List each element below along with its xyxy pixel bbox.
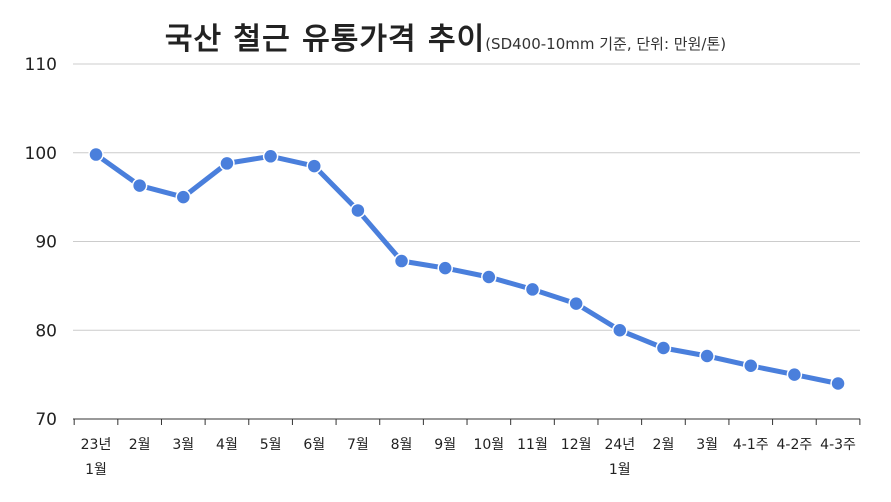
x-tick-label: 23년 1월 <box>81 437 112 478</box>
x-tick-label: 3월 <box>172 437 194 453</box>
data-point <box>437 260 453 276</box>
x-tick-label: 10월 <box>473 437 504 453</box>
x-tick-label: 4-2주 <box>777 437 813 453</box>
data-point <box>524 281 541 298</box>
x-tick-label: 4월 <box>216 437 238 453</box>
data-point <box>175 189 192 205</box>
x-tick-label: 8월 <box>391 437 413 453</box>
x-tick-label: 11월 <box>517 437 548 453</box>
data-point <box>568 295 584 312</box>
y-tick-label: 80 <box>35 321 57 341</box>
chart-title: 국산 철근 유통가격 추이 <box>164 22 486 57</box>
data-point <box>219 155 235 172</box>
x-tick-label: 5월 <box>260 437 282 453</box>
series-line <box>93 152 841 386</box>
x-tick-label: 3월 <box>696 437 718 453</box>
data-point <box>699 348 715 364</box>
data-point <box>612 322 628 338</box>
x-tick-label: 2월 <box>653 437 675 453</box>
x-tick-label: 4-1주 <box>733 437 769 453</box>
data-point <box>88 146 104 163</box>
y-tick-label: 70 <box>35 410 57 430</box>
y-tick-label: 100 <box>25 144 57 164</box>
chart-subtitle: (SD400-10mm 기준, 단위: 만원/톤) <box>485 35 727 53</box>
data-point <box>393 253 410 269</box>
data-point <box>786 366 803 383</box>
data-point <box>655 340 672 356</box>
data-point <box>306 158 322 174</box>
x-tick-label: 6월 <box>303 437 325 453</box>
data-point <box>350 202 366 219</box>
data-point <box>131 177 148 194</box>
y-tick-label: 90 <box>35 233 57 253</box>
x-tick-label: 4-3주 <box>820 437 856 453</box>
x-tick-label: 12월 <box>561 437 592 453</box>
x-tick-label: 24년 1월 <box>604 437 635 478</box>
x-tick-label: 7월 <box>347 437 369 453</box>
data-point <box>481 269 497 285</box>
x-tick-label: 2월 <box>129 437 151 453</box>
y-tick-label: 110 <box>25 55 57 75</box>
data-point <box>830 375 846 392</box>
x-tick-label: 9월 <box>434 437 456 453</box>
data-point <box>743 358 759 374</box>
chart-title-block: 국산 철근 유통가격 추이(SD400-10mm 기준, 단위: 만원/톤) <box>0 14 891 58</box>
data-point <box>262 148 279 165</box>
